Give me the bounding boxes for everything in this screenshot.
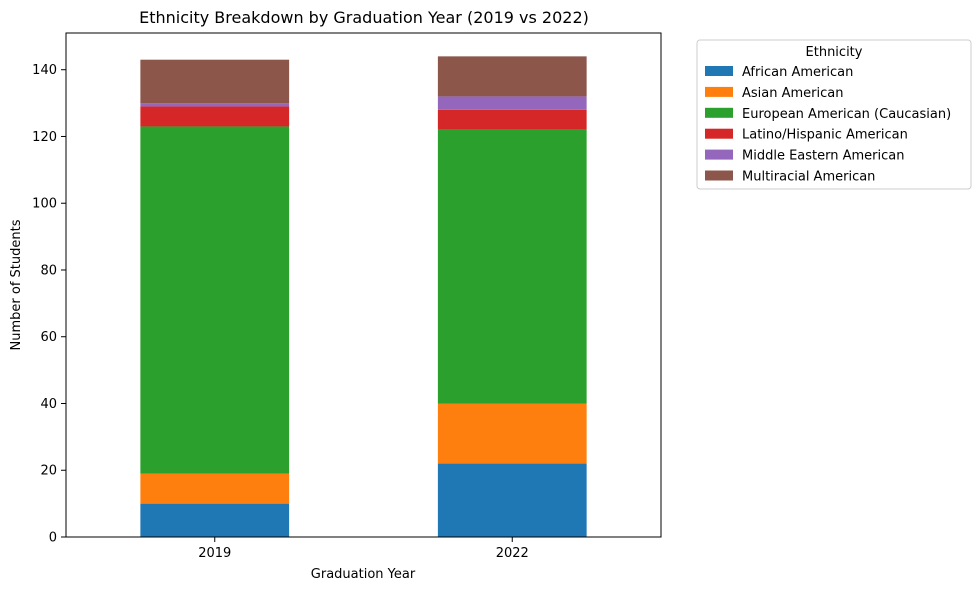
legend: Ethnicity African American Asian American… [696,39,972,190]
bar-segment-2022-series-3 [437,109,587,130]
y-tick-label: 20 [40,464,57,479]
legend-label: Multiracial American [742,170,875,185]
bar-segment-2022-series-5 [437,56,587,97]
legend-items: African American Asian American European A… [705,65,951,185]
y-tick-label: 0 [49,531,57,546]
legend-label: Latino/Hispanic American [742,128,908,143]
bar-segment-2019-series-2 [140,126,290,474]
legend-swatch [705,128,733,139]
legend-label: Middle Eastern American [742,149,904,164]
bar-segment-2022-series-0 [437,463,587,537]
bar-segment-2019-series-4 [140,103,290,107]
y-axis-label: Number of Students [9,219,24,350]
legend-label: African American [742,65,853,80]
bar-segment-2022-series-1 [437,403,587,464]
chart-title: Ethnicity Breakdown by Graduation Year (… [139,8,589,27]
legend-swatch [705,86,733,97]
legend-title: Ethnicity [806,45,863,60]
y-tick-label: 140 [32,63,57,78]
bar-segment-2022-series-2 [437,129,587,404]
bar-segment-2019-series-1 [140,473,290,504]
y-tick-label: 80 [40,263,57,278]
y-tick-label: 40 [40,397,57,412]
plot-frame [65,32,662,538]
legend-swatch [705,170,733,181]
bar-segment-2022-series-4 [437,96,587,110]
legend-swatch [705,66,733,76]
bar-segment-2019-series-3 [140,106,290,127]
bar-segment-2019-series-5 [140,59,290,104]
legend-swatch [705,107,733,118]
bars-layer [140,56,587,537]
legend-label: Asian American [742,86,843,101]
legend-label: European American (Caucasian) [742,107,951,122]
bar-segment-2019-series-0 [140,503,290,537]
legend-frame [696,39,972,190]
y-tick-label: 60 [40,330,57,345]
y-tick-label: 120 [32,130,57,145]
y-tick-label: 100 [32,197,57,212]
x-tick-label: 2019 [198,546,231,561]
x-tick-label: 2022 [496,546,529,561]
legend-swatch [705,149,733,160]
x-axis-ticks: 2019 2022 [198,537,529,561]
y-axis-ticks: 0 20 40 60 80 100 120 140 [32,63,66,546]
x-axis-label: Graduation Year [311,567,416,582]
